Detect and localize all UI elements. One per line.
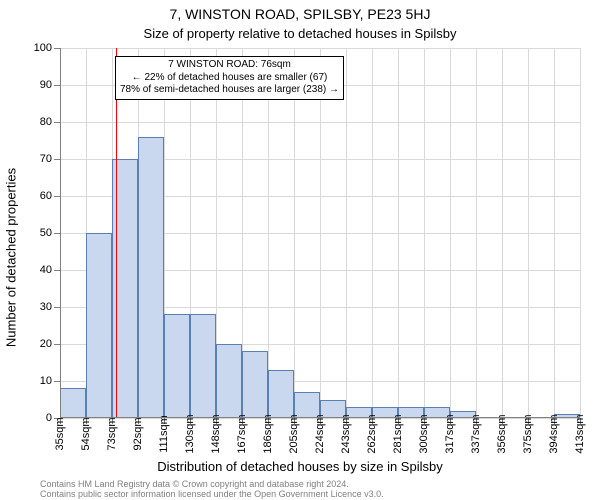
x-axis-line xyxy=(60,417,580,418)
y-tick-label: 70 xyxy=(40,153,52,165)
y-tick-label: 60 xyxy=(40,190,52,202)
y-tick-label: 10 xyxy=(40,375,52,387)
x-tick-label: 148sqm xyxy=(210,414,222,453)
x-tick-label: 167sqm xyxy=(236,414,248,453)
plot-inner: 010203040506070809010035sqm54sqm73sqm92s… xyxy=(60,48,580,418)
reference-marker-line xyxy=(116,48,117,418)
annotation-line: 7 WINSTON ROAD: 76sqm xyxy=(120,59,339,72)
histogram-bar xyxy=(164,314,190,418)
grid-line-vertical xyxy=(528,48,529,418)
x-tick-label: 35sqm xyxy=(54,417,66,450)
grid-line-vertical xyxy=(554,48,555,418)
chart-title: 7, WINSTON ROAD, SPILSBY, PE23 5HJ xyxy=(0,6,600,22)
x-tick-label: 300sqm xyxy=(418,414,430,453)
x-tick-label: 394sqm xyxy=(548,414,560,453)
x-tick-label: 186sqm xyxy=(262,414,274,453)
grid-line-vertical xyxy=(372,48,373,418)
grid-line-vertical xyxy=(580,48,581,418)
x-tick-label: 205sqm xyxy=(288,414,300,453)
annotation-line: 78% of semi-detached houses are larger (… xyxy=(120,84,339,97)
histogram-bar xyxy=(242,351,268,418)
x-tick-label: 356sqm xyxy=(496,414,508,453)
x-tick-label: 54sqm xyxy=(80,417,92,450)
footer-copyright-2: Contains public sector information licen… xyxy=(40,489,384,499)
x-tick-label: 224sqm xyxy=(314,414,326,453)
grid-line-vertical xyxy=(476,48,477,418)
histogram-bar xyxy=(60,388,86,418)
x-tick-label: 375sqm xyxy=(522,414,534,453)
x-tick-label: 73sqm xyxy=(106,417,118,450)
x-axis-label: Distribution of detached houses by size … xyxy=(0,459,600,474)
y-tick-label: 30 xyxy=(40,301,52,313)
x-tick-label: 243sqm xyxy=(340,414,352,453)
x-tick-label: 262sqm xyxy=(366,414,378,453)
y-tick-label: 90 xyxy=(40,79,52,91)
grid-line-vertical xyxy=(424,48,425,418)
x-tick-label: 413sqm xyxy=(574,414,586,453)
annotation-box: 7 WINSTON ROAD: 76sqm← 22% of detached h… xyxy=(115,56,344,100)
histogram-bar xyxy=(268,370,294,418)
y-axis-label: Number of detached properties xyxy=(3,168,18,347)
y-tick-label: 80 xyxy=(40,116,52,128)
y-tick-label: 50 xyxy=(40,227,52,239)
histogram-bar xyxy=(86,233,112,418)
y-tick-label: 0 xyxy=(46,412,52,424)
chart-subtitle: Size of property relative to detached ho… xyxy=(0,26,600,41)
x-tick-label: 130sqm xyxy=(184,414,196,453)
x-tick-label: 111sqm xyxy=(158,415,170,453)
y-axis-line xyxy=(60,48,61,418)
histogram-bar xyxy=(138,137,164,418)
histogram-bar xyxy=(216,344,242,418)
grid-line-vertical xyxy=(320,48,321,418)
chart-root: 7, WINSTON ROAD, SPILSBY, PE23 5HJ Size … xyxy=(0,0,600,500)
grid-line-vertical xyxy=(502,48,503,418)
grid-line-vertical xyxy=(268,48,269,418)
y-tick-label: 100 xyxy=(34,42,52,54)
footer-copyright-1: Contains HM Land Registry data © Crown c… xyxy=(40,479,349,489)
x-tick-label: 92sqm xyxy=(132,417,144,450)
plot-area: 010203040506070809010035sqm54sqm73sqm92s… xyxy=(60,48,580,418)
grid-line-vertical xyxy=(450,48,451,418)
x-tick-label: 281sqm xyxy=(392,414,404,453)
grid-line-vertical xyxy=(294,48,295,418)
grid-line-vertical xyxy=(398,48,399,418)
annotation-line: ← 22% of detached houses are smaller (67… xyxy=(120,72,339,85)
x-tick-label: 317sqm xyxy=(444,414,456,453)
grid-line-vertical xyxy=(346,48,347,418)
y-tick-label: 20 xyxy=(40,338,52,350)
x-tick-label: 337sqm xyxy=(470,414,482,453)
y-tick-label: 40 xyxy=(40,264,52,276)
histogram-bar xyxy=(190,314,216,418)
